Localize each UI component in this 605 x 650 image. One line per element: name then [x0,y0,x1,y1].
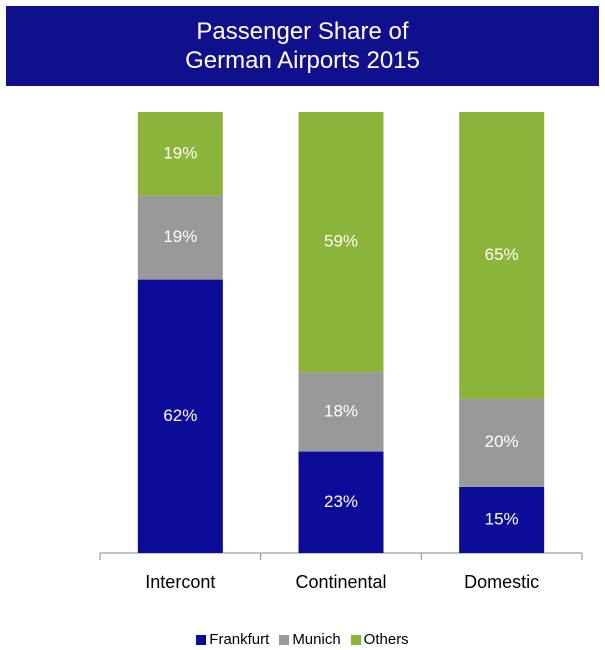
legend-swatch [350,634,361,645]
bar-segment [459,112,545,399]
bar-segment [459,486,545,553]
legend-item: Munich [279,631,341,648]
data-label: 20% [485,432,519,451]
chart-title: Passenger Share of German Airports 2015 [185,18,420,74]
legend-label: Munich [292,631,341,648]
title-box: Passenger Share of German Airports 2015 [6,6,599,86]
data-label: 65% [485,245,519,264]
bar-segment [298,451,384,553]
x-tick-label: Continental [295,572,386,592]
legend-item: Others [350,631,409,648]
x-tick-label: Intercont [145,572,215,592]
bar-segment [137,279,223,553]
legend-item: Frankfurt [196,631,269,648]
data-label: 59% [324,232,358,251]
x-tick-label: Domestic [464,572,539,592]
bar-segment [459,398,545,487]
data-label: 23% [324,492,358,511]
legend-swatch [279,634,290,645]
data-label: 15% [485,509,519,528]
plot: 62% 19% 19% Intercont 23% 18% 59% Continental 15… [99,112,583,592]
legend: Frankfurt Munich Others [0,631,605,648]
bar-segment [137,112,223,196]
bar-segment [298,372,384,452]
data-label: 19% [163,143,197,162]
legend-swatch [196,634,207,645]
legend-label: Others [363,631,409,648]
data-label: 19% [163,227,197,246]
data-label: 62% [163,406,197,425]
data-label: 18% [324,401,358,420]
bar-segment [298,112,384,373]
bar-segment [137,195,223,280]
legend-label: Frankfurt [209,631,270,648]
